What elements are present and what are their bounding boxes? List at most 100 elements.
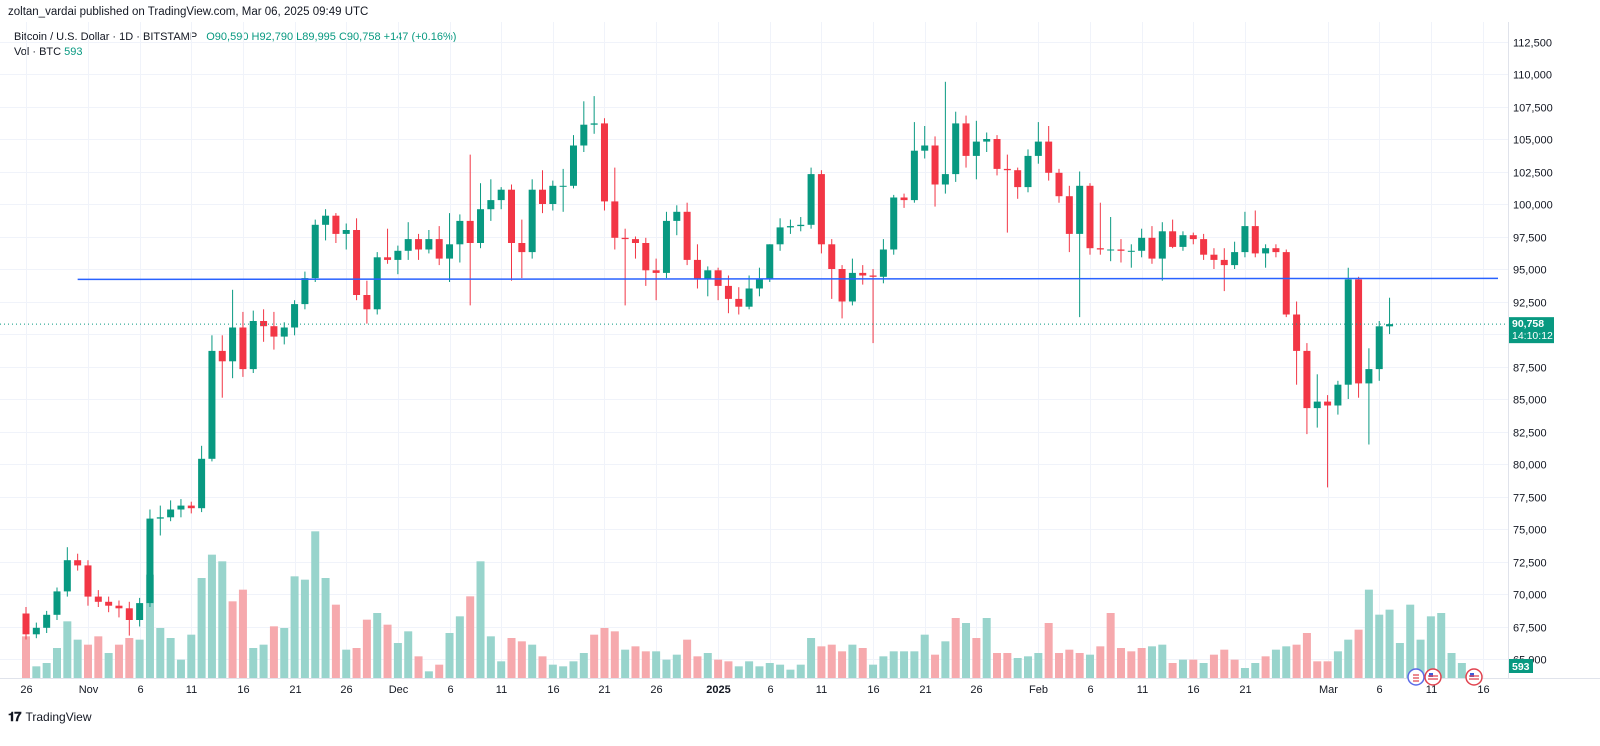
volume-bar (786, 669, 795, 678)
candle (559, 168, 567, 212)
volume-bar (476, 561, 485, 678)
candle (477, 183, 485, 249)
candle-body (704, 270, 712, 280)
time-axis[interactable]: 26 Nov 6 11 16 21 26 Dec 6 11 16 21 26 2025 6 11 16 21 26 F… (20, 684, 1489, 696)
candle-body (239, 327, 247, 370)
candle-body (1262, 248, 1270, 254)
event-flag-icon[interactable] (1407, 668, 1425, 686)
candle (921, 126, 929, 159)
volume-bar (1416, 639, 1425, 678)
volume-bar (1457, 663, 1466, 678)
volume-bar (579, 653, 588, 678)
candle-body (1055, 172, 1063, 197)
price-tick-label: 97,500 (1513, 233, 1547, 245)
price-tick-label: 110,000 (1513, 70, 1552, 82)
volume-bar (1437, 613, 1446, 678)
volume-bar (455, 616, 464, 678)
candle (724, 275, 732, 314)
volume-legend-label[interactable]: Vol · BTC (14, 46, 62, 58)
candle (311, 219, 319, 282)
candle-body (384, 257, 392, 260)
candle-body (497, 189, 505, 201)
volume-bar (135, 639, 144, 678)
price-axis[interactable]: 65,00067,50070,00072,50075,00077,50080,0… (1509, 38, 1554, 674)
volume-bar (94, 636, 103, 678)
candle-body (301, 278, 309, 305)
footer-brand[interactable]: TradingView (25, 710, 92, 724)
candle-body (983, 139, 991, 142)
candle-body (693, 259, 701, 280)
candle-body (105, 601, 113, 606)
volume-bar (497, 661, 506, 678)
candle (828, 239, 836, 299)
candle-body (1179, 235, 1187, 247)
event-flag-icon[interactable] (1424, 668, 1442, 686)
time-tick-label: 16 (1187, 684, 1199, 696)
candle-body (776, 227, 784, 245)
volume-bar (982, 618, 991, 678)
candle (817, 170, 825, 254)
candle (580, 101, 588, 152)
candle (249, 310, 257, 373)
candle-body (745, 288, 753, 307)
candle-body (673, 211, 681, 221)
volume-bar (869, 664, 878, 678)
candle (611, 167, 619, 250)
last-price-tag (1509, 317, 1554, 344)
time-tick-label: 26 (970, 684, 982, 696)
volume-bar (1323, 661, 1332, 678)
volume-bar (156, 628, 165, 678)
event-markers[interactable] (1407, 668, 1483, 686)
price-tick-label: 87,500 (1513, 363, 1547, 375)
candle-body (952, 123, 960, 175)
candle (239, 311, 247, 377)
candle-body (1293, 314, 1301, 351)
candle-body (797, 224, 805, 227)
candle (910, 122, 918, 203)
candle (962, 115, 970, 168)
volume-bar (776, 664, 785, 678)
candle-body (198, 458, 206, 509)
candle (260, 309, 268, 342)
price-tick-label: 107,500 (1513, 103, 1553, 115)
volume-bar (610, 631, 619, 678)
volume-bar (962, 623, 971, 678)
tradingview-logo-icon[interactable]: 𝟏𝟕 (8, 709, 22, 724)
volume-bar (683, 639, 692, 678)
candle-body (1375, 326, 1383, 370)
volume-bar (1375, 614, 1384, 678)
candle-body (1272, 248, 1280, 253)
volume-bar (528, 644, 537, 678)
volume-bar (125, 638, 134, 678)
time-tick-label: 21 (598, 684, 610, 696)
volume-bar (590, 634, 599, 678)
candle-body (869, 275, 877, 277)
candle (879, 239, 887, 284)
price-tick-label: 75,000 (1513, 525, 1547, 537)
volume-bar (900, 651, 909, 678)
candle-body (611, 201, 619, 238)
candle (136, 597, 144, 627)
candle (1179, 231, 1187, 251)
candle-body (559, 185, 567, 187)
candle (642, 237, 650, 286)
candle (714, 267, 722, 301)
price-tick-label: 105,000 (1513, 135, 1553, 147)
candle (115, 600, 123, 618)
candle (1055, 168, 1063, 203)
volume-bar (1426, 616, 1435, 678)
candle-body (1148, 237, 1156, 259)
candle-body (1045, 141, 1053, 173)
candle (1065, 185, 1073, 253)
volume-bar (1220, 649, 1229, 678)
open-value: O90,590 (206, 31, 249, 43)
volume-bar (765, 663, 774, 678)
candle-body (828, 244, 836, 269)
candle (105, 596, 113, 613)
time-tick-label: 11 (1137, 684, 1148, 696)
event-flag-icon[interactable] (1465, 668, 1483, 686)
symbol-title[interactable]: Bitcoin / U.S. Dollar · 1D · BITSTAMP (14, 31, 198, 43)
candle (84, 560, 92, 606)
candle-body (1117, 249, 1125, 251)
